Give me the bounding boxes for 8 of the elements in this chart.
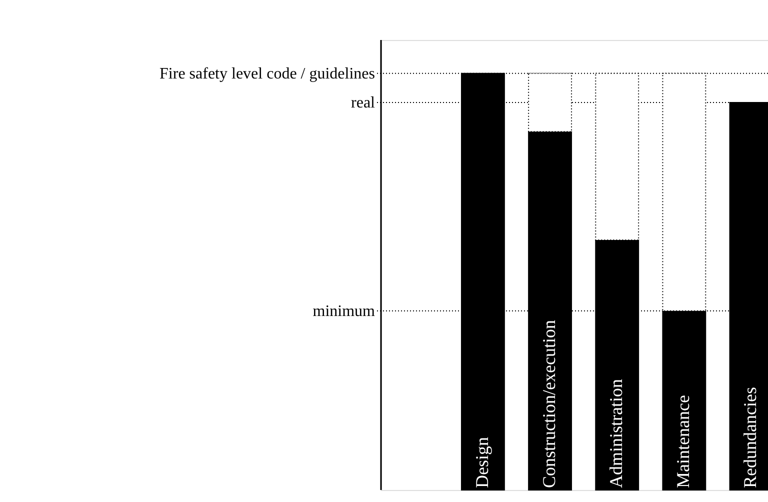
x-tick-label: Design [472,437,492,488]
x-tick-label: Maintenance [673,395,694,488]
ref-line-label: real [351,94,376,112]
ref-line-label: minimum [312,302,376,320]
x-tick-label: Redundancies [740,387,760,488]
x-tick-label: Construction/execution [539,320,560,488]
x-tick-label: Administration [606,379,626,488]
ref-line-label: Fire safety level code / guidelines [160,65,375,82]
